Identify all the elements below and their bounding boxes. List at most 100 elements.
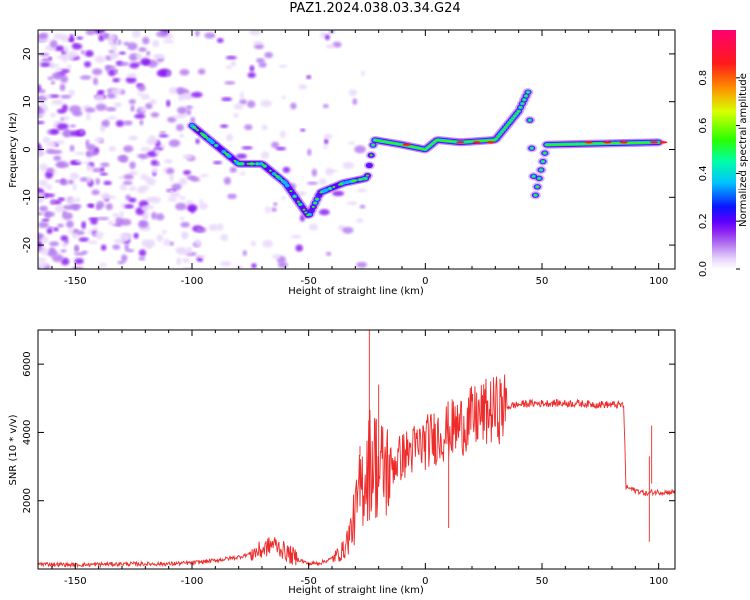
spectrogram-noise-blob xyxy=(39,33,49,39)
y-tick-label: 10 xyxy=(22,95,33,108)
signal-hotspot xyxy=(456,141,465,144)
signal-track-blob xyxy=(298,203,302,206)
colorbar-tick-label: 0.0 xyxy=(698,261,709,277)
spectrogram-noise-blob xyxy=(239,91,244,100)
signal-hotspot xyxy=(402,143,411,146)
spectrogram-noise-blob xyxy=(110,45,118,51)
spectrogram-noise-blob xyxy=(325,44,336,49)
spectrogram-noise-blob xyxy=(38,38,50,42)
spectrogram-noise-blob xyxy=(45,171,53,179)
spectrogram-noise-blob xyxy=(93,77,99,86)
spectrogram-noise-blob xyxy=(144,177,152,181)
spectrogram-noise-blob xyxy=(196,255,206,259)
spectrogram-noise-blob xyxy=(212,161,223,165)
spectrogram-noise-blob xyxy=(93,150,98,156)
spectrogram-noise-blob xyxy=(271,141,280,149)
spectrogram-noise-blob xyxy=(156,69,168,77)
spectrogram-noise-blob xyxy=(72,110,83,117)
spectrogram-noise-blob xyxy=(220,260,232,267)
spectrogram-noise-blob xyxy=(264,206,271,214)
spectrogram-noise-blob xyxy=(74,244,79,253)
spectrogram-noise-blob xyxy=(180,217,185,221)
spectrogram-noise-blob xyxy=(138,249,147,257)
spectrogram-noise-blob xyxy=(46,167,54,173)
spectrogram-noise-blob xyxy=(149,196,161,204)
spectrogram-noise-blob xyxy=(227,193,237,200)
spectrogram-noise-blob xyxy=(85,30,96,36)
spectrogram-noise-blob xyxy=(346,201,358,206)
spectrogram-noise-blob xyxy=(216,223,224,231)
spectrogram-noise-blob xyxy=(275,146,287,151)
spectrogram-noise-blob xyxy=(242,249,247,257)
spectrogram-noise-blob xyxy=(108,39,114,46)
spectrogram-noise-blob xyxy=(139,221,146,227)
spectrogram-noise-blob xyxy=(155,213,165,221)
spectrogram-noise-blob xyxy=(300,128,306,132)
signal-track-blob xyxy=(210,140,215,145)
spectrogram-noise-blob xyxy=(258,61,267,68)
x-tick-label: -50 xyxy=(300,276,316,287)
spectrogram-noise-blob xyxy=(112,213,120,218)
spectrogram-noise-blob xyxy=(95,178,101,185)
spectrogram-noise-blob xyxy=(61,54,69,62)
spectrogram-noise-blob xyxy=(156,31,168,38)
signal-track-blob xyxy=(311,205,315,208)
spectrogram-noise-blob xyxy=(38,221,49,229)
spectrogram-noise-blob xyxy=(54,205,64,213)
spectrogram-noise-blob xyxy=(61,104,68,112)
spectrogram-noise-blob xyxy=(85,150,96,157)
signal-hotspot xyxy=(472,141,481,144)
spectrogram-noise-blob xyxy=(113,68,119,74)
signal-track-blob xyxy=(517,110,521,113)
spectrogram-noise-blob xyxy=(131,30,141,38)
spectrogram-noise-blob xyxy=(39,163,49,171)
spectrogram-noise-blob xyxy=(108,146,117,152)
spectrogram-noise-blob xyxy=(42,136,51,144)
spectrogram-noise-blob xyxy=(124,204,135,209)
spectrogram-noise-blob xyxy=(76,36,84,40)
spectrogram-noise-blob xyxy=(168,139,181,147)
spectrogram-noise-blob xyxy=(109,53,117,60)
signal-track-blob xyxy=(541,160,545,163)
spectrogram-noise-blob xyxy=(123,145,134,153)
spectrogram-noise-blob xyxy=(186,204,198,212)
spectrogram-noise-blob xyxy=(102,33,109,39)
signal-track-blob xyxy=(537,177,541,180)
spectrogram-noise-blob xyxy=(254,43,264,50)
spectrogram-noise-blob xyxy=(57,197,66,202)
spectrogram-noise-blob xyxy=(140,93,151,100)
spectrogram-noise-blob xyxy=(59,83,66,92)
spectrogram-noise-blob xyxy=(63,45,69,54)
spectrogram-noise-blob xyxy=(38,52,50,57)
spectrogram-noise-blob xyxy=(133,232,139,239)
spectrogram-noise-blob xyxy=(91,189,100,196)
spectrogram-noise-blob xyxy=(176,257,182,266)
spectrogram-noise-blob xyxy=(93,226,98,231)
spectrogram-noise-blob xyxy=(260,151,270,160)
spectrogram-noise-blob xyxy=(247,72,256,79)
spectrogram-noise-blob xyxy=(105,203,113,211)
spectrogram-noise-blob xyxy=(360,70,365,77)
signal-track-blob xyxy=(493,138,496,142)
spectrogram-noise-blob xyxy=(195,30,200,37)
spectrogram-noise-blob xyxy=(141,205,147,211)
signal-track-blob xyxy=(205,136,209,139)
spectrogram-noise-blob xyxy=(107,220,115,226)
signal-track-blob xyxy=(500,130,504,133)
signal-track-blob xyxy=(543,152,547,155)
spectrogram-noise-blob xyxy=(308,223,318,231)
signal-track-blob xyxy=(526,91,530,94)
spectrogram-noise-blob xyxy=(128,135,138,141)
spectrogram-noise-blob xyxy=(55,161,66,168)
spectrogram-noise-blob xyxy=(241,146,253,150)
signal-track-blob xyxy=(369,154,373,157)
spectrogram-noise-blob xyxy=(290,102,297,110)
signal-track-blob xyxy=(511,117,515,120)
signal-track-blob xyxy=(280,178,283,181)
spectrogram-noise-blob xyxy=(51,149,63,155)
signal-track-blob xyxy=(519,106,522,109)
signal-track-blob xyxy=(496,135,500,138)
signal-track-blob xyxy=(302,208,306,211)
spectrogram-signal-track xyxy=(186,88,668,220)
spectrogram-noise-blob xyxy=(180,231,189,239)
